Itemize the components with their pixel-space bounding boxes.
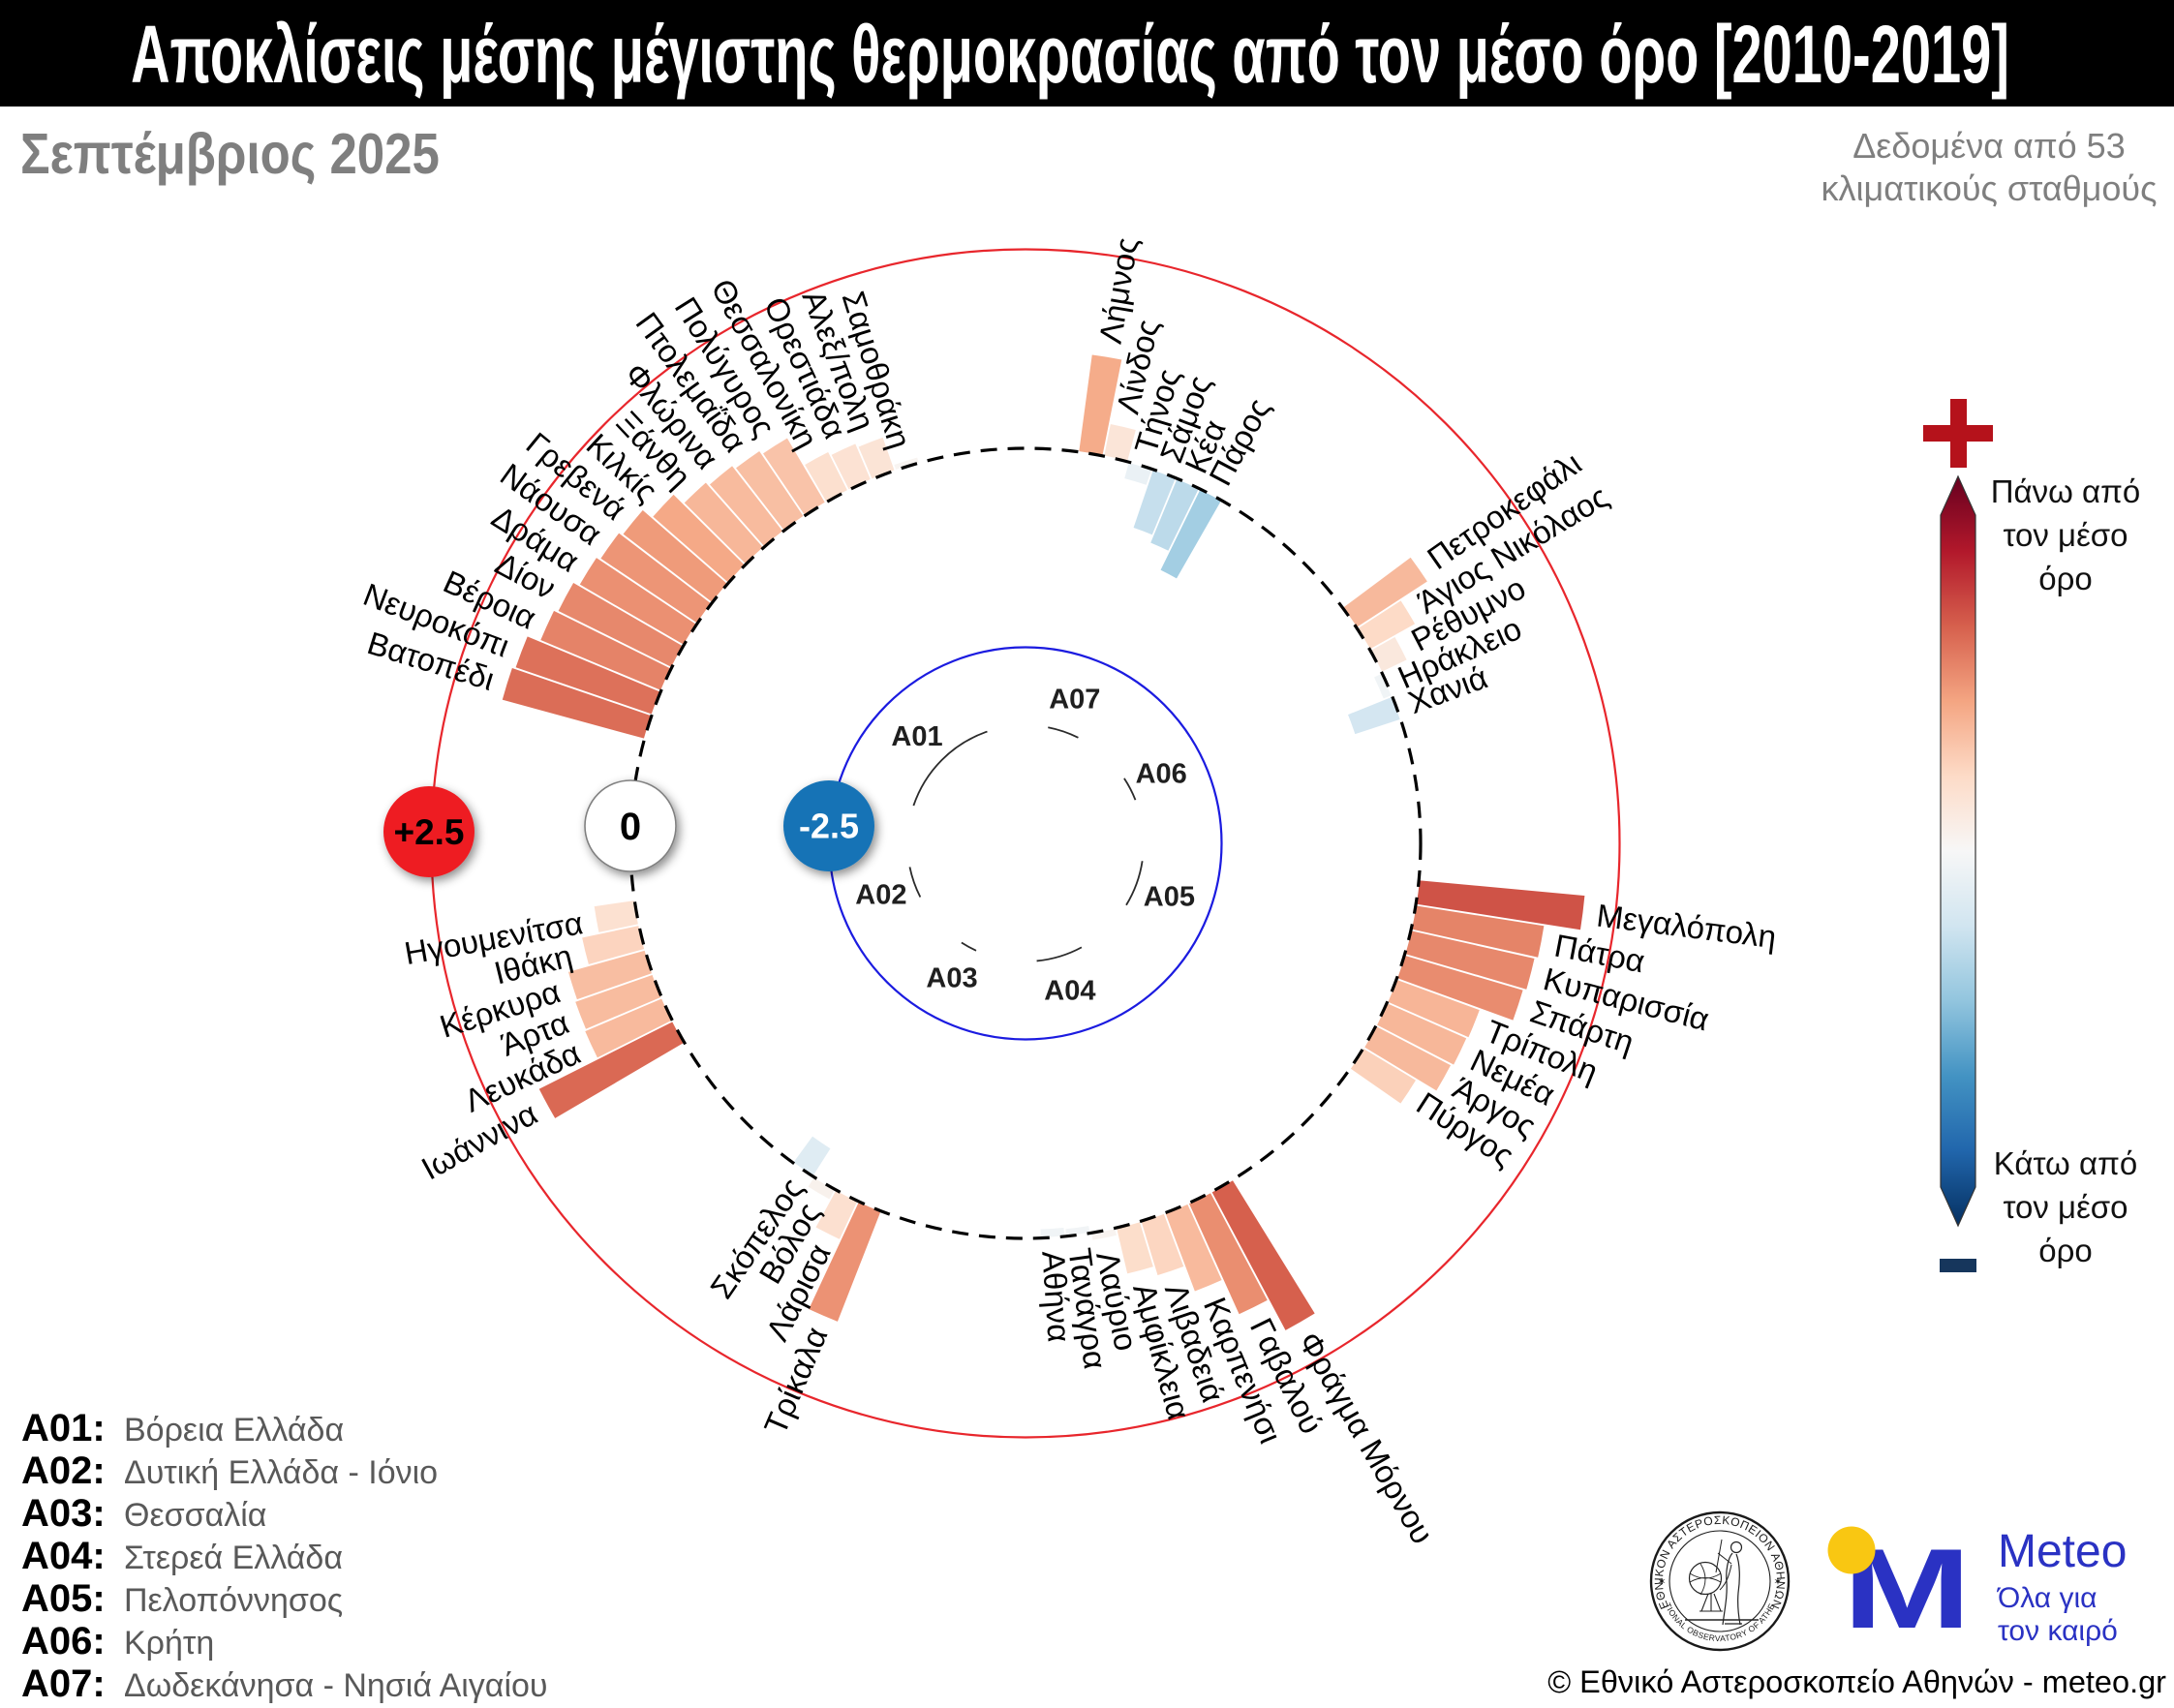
svg-text:A01:: A01: — [21, 1407, 106, 1449]
svg-text:Κρήτη: Κρήτη — [124, 1625, 214, 1662]
svg-text:A03:: A03: — [21, 1492, 106, 1535]
svg-text:© Εθνικό Αστεροσκοπείο Αθηνών: © Εθνικό Αστεροσκοπείο Αθηνών - meteo.gr — [1547, 1664, 2166, 1699]
svg-text:+2.5: +2.5 — [393, 812, 464, 852]
svg-text:κλιματικούς σταθμούς: κλιματικούς σταθμούς — [1822, 168, 2158, 208]
svg-text:A07:: A07: — [21, 1662, 106, 1705]
svg-text:A05: A05 — [1144, 881, 1195, 912]
svg-text:A05:: A05: — [21, 1577, 106, 1620]
svg-text:A01: A01 — [891, 721, 942, 752]
svg-text:A02: A02 — [855, 879, 906, 910]
svg-text:A03: A03 — [926, 963, 977, 994]
svg-text:Δυτική Ελλάδα - Ιόνιο: Δυτική Ελλάδα - Ιόνιο — [124, 1454, 438, 1491]
svg-text:A06:: A06: — [21, 1620, 106, 1662]
svg-text:A04: A04 — [1044, 975, 1095, 1006]
svg-text:όρο: όρο — [2038, 561, 2092, 596]
svg-text:Αθήνα: Αθήνα — [1035, 1250, 1077, 1344]
svg-text:τον καιρό: τον καιρό — [1998, 1615, 2118, 1647]
svg-text:Πελοπόννησος: Πελοπόννησος — [124, 1582, 343, 1619]
svg-text:A06: A06 — [1136, 758, 1187, 789]
svg-text:✶: ✶ — [1657, 1576, 1666, 1588]
svg-text:τον μέσο: τον μέσο — [2003, 1189, 2128, 1225]
svg-text:Στερεά Ελλάδα: Στερεά Ελλάδα — [124, 1540, 343, 1576]
svg-text:Δεδομένα από 53: Δεδομένα από 53 — [1852, 126, 2125, 166]
svg-text:όρο: όρο — [2038, 1233, 2092, 1268]
svg-text:Αποκλίσεις μέσης μέγιστης θερμ: Αποκλίσεις μέσης μέγιστης θερμοκρασίας α… — [131, 10, 2009, 101]
svg-text:A04:: A04: — [21, 1535, 106, 1577]
svg-text:Πάνω από: Πάνω από — [1991, 473, 2141, 509]
svg-text:Βόρεια Ελλάδα: Βόρεια Ελλάδα — [124, 1412, 344, 1449]
svg-text:Θεσσαλία: Θεσσαλία — [124, 1497, 266, 1534]
svg-text:A07: A07 — [1049, 685, 1100, 716]
svg-text:A02:: A02: — [21, 1449, 106, 1492]
svg-text:0: 0 — [620, 806, 641, 848]
svg-text:Κάτω από: Κάτω από — [1994, 1145, 2137, 1181]
svg-text:Δωδεκάνησα - Νησιά Αιγαίου: Δωδεκάνησα - Νησιά Αιγαίου — [124, 1667, 548, 1704]
svg-text:Meteo: Meteo — [1998, 1526, 2127, 1577]
svg-text:Όλα για: Όλα για — [1996, 1582, 2097, 1614]
svg-text:Σεπτέμβριος 2025: Σεπτέμβριος 2025 — [20, 121, 440, 185]
svg-text:τον μέσο: τον μέσο — [2003, 517, 2128, 553]
svg-text:-2.5: -2.5 — [799, 807, 859, 846]
svg-text:✶: ✶ — [1773, 1576, 1782, 1588]
